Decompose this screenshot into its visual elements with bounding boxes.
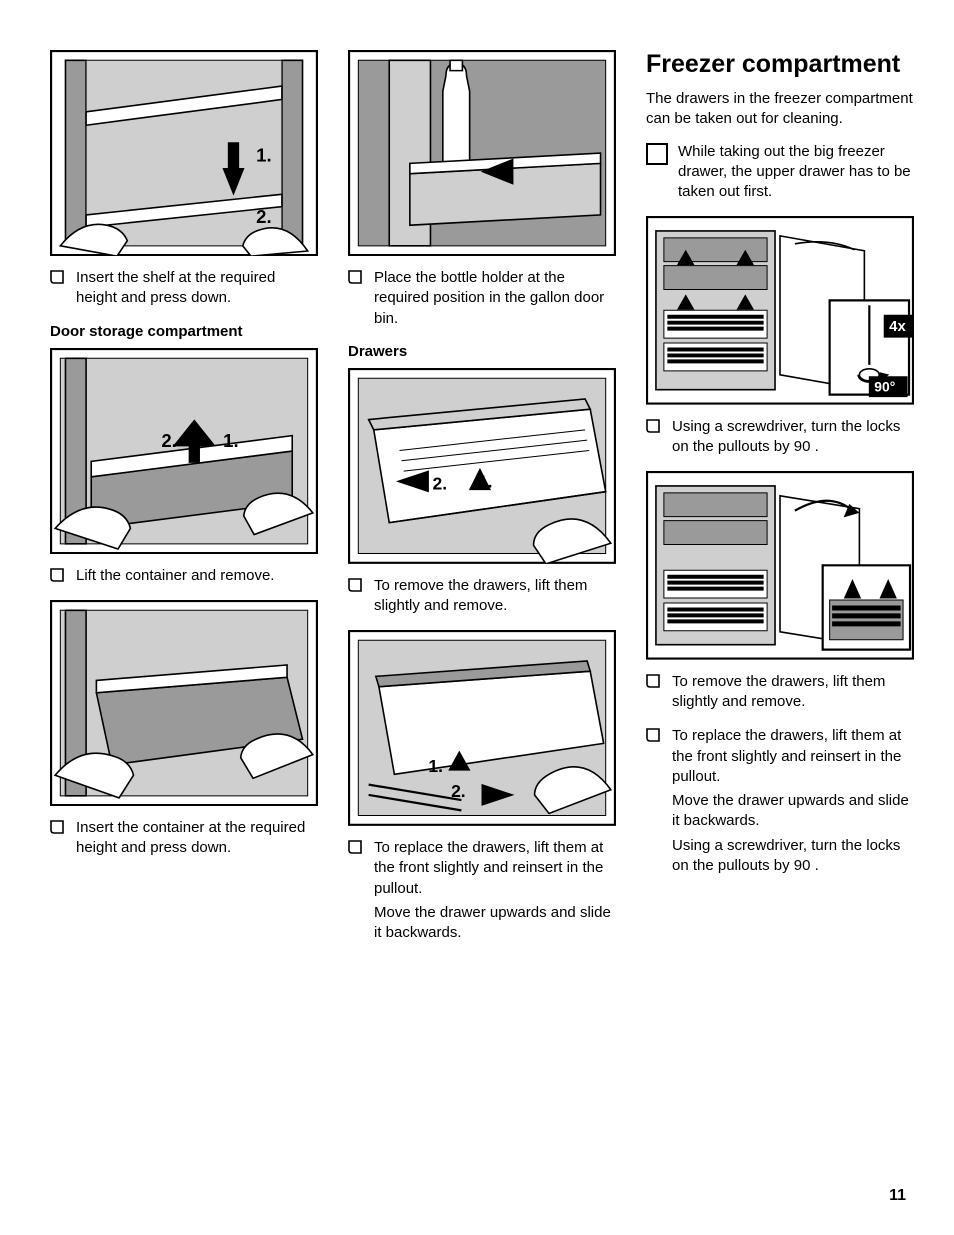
bullet-icon xyxy=(50,820,64,834)
step-remove-drawer: To remove the drawers, lift them slightl… xyxy=(348,576,616,617)
bullet-icon xyxy=(646,419,660,433)
step-text: To replace the drawers, lift them at the… xyxy=(374,838,616,943)
note-checkbox-icon xyxy=(646,143,668,165)
step-replace-freezer-drawer: To replace the drawers, lift them at the… xyxy=(646,726,914,876)
column-1: 1. 2. Insert the shelf at the required h… xyxy=(50,50,318,957)
step-insert-container: Insert the container at the required hei… xyxy=(50,818,318,859)
column-3: Freezer compartment The drawers in the f… xyxy=(646,50,914,957)
subhead-door-storage: Door storage compartment xyxy=(50,323,318,340)
bullet-icon xyxy=(646,728,660,742)
step-text: To remove the drawers, lift them slightl… xyxy=(672,672,914,713)
figure-bottle-holder xyxy=(348,50,616,256)
step-lift-container: Lift the container and remove. xyxy=(50,566,318,586)
figure-screwdriver-locks: 4x 90° xyxy=(646,216,914,405)
section-title-freezer: Freezer compartment xyxy=(646,50,914,79)
bullet-icon xyxy=(50,270,64,284)
step-remove-freezer-drawer: To remove the drawers, lift them slightl… xyxy=(646,672,914,713)
column-2: Place the bottle holder at the required … xyxy=(348,50,616,957)
label-2: 2. xyxy=(433,474,448,494)
note-text: While taking out the big freezer drawer,… xyxy=(678,142,914,203)
figure-insert-container xyxy=(50,600,318,806)
note-row: While taking out the big freezer drawer,… xyxy=(646,142,914,203)
subhead-drawers: Drawers xyxy=(348,343,616,360)
step-text: Lift the container and remove. xyxy=(76,566,274,586)
label-2: 2. xyxy=(256,206,271,227)
step-screwdriver: Using a screwdriver, turn the locks on t… xyxy=(646,417,914,458)
page-columns: 1. 2. Insert the shelf at the required h… xyxy=(50,50,914,957)
label-1: 1. xyxy=(223,430,238,451)
step-text: Insert the shelf at the required height … xyxy=(76,268,318,309)
step-text: Using a screwdriver, turn the locks on t… xyxy=(672,417,914,458)
step-text: Insert the container at the required hei… xyxy=(76,818,318,859)
badge-count: 4x xyxy=(889,319,906,335)
bullet-icon xyxy=(646,674,660,688)
step-bottle-holder: Place the bottle holder at the required … xyxy=(348,268,616,329)
step-text: Place the bottle holder at the required … xyxy=(374,268,616,329)
page-number: 11 xyxy=(889,1187,906,1205)
badge-angle: 90° xyxy=(874,379,895,395)
label-1: 1. xyxy=(428,756,443,776)
figure-replace-drawer: 1. 2. xyxy=(348,630,616,826)
bullet-icon xyxy=(50,568,64,582)
step-shelf-insert: Insert the shelf at the required height … xyxy=(50,268,318,309)
label-1: 1. xyxy=(256,144,271,165)
bullet-icon xyxy=(348,270,362,284)
step-replace-drawer: To replace the drawers, lift them at the… xyxy=(348,838,616,943)
bullet-icon xyxy=(348,840,362,854)
bullet-icon xyxy=(348,578,362,592)
figure-remove-freezer-drawer xyxy=(646,471,914,660)
label-2: 2. xyxy=(451,781,466,801)
step-text: To remove the drawers, lift them slightl… xyxy=(374,576,616,617)
figure-lift-container: 2. 1. xyxy=(50,348,318,554)
figure-remove-drawer: 2. 1. xyxy=(348,368,616,564)
label-2: 2. xyxy=(161,430,176,451)
figure-shelf-insert: 1. 2. xyxy=(50,50,318,256)
intro-paragraph: The drawers in the freezer compartment c… xyxy=(646,89,914,130)
step-text: To replace the drawers, lift them at the… xyxy=(672,726,914,876)
